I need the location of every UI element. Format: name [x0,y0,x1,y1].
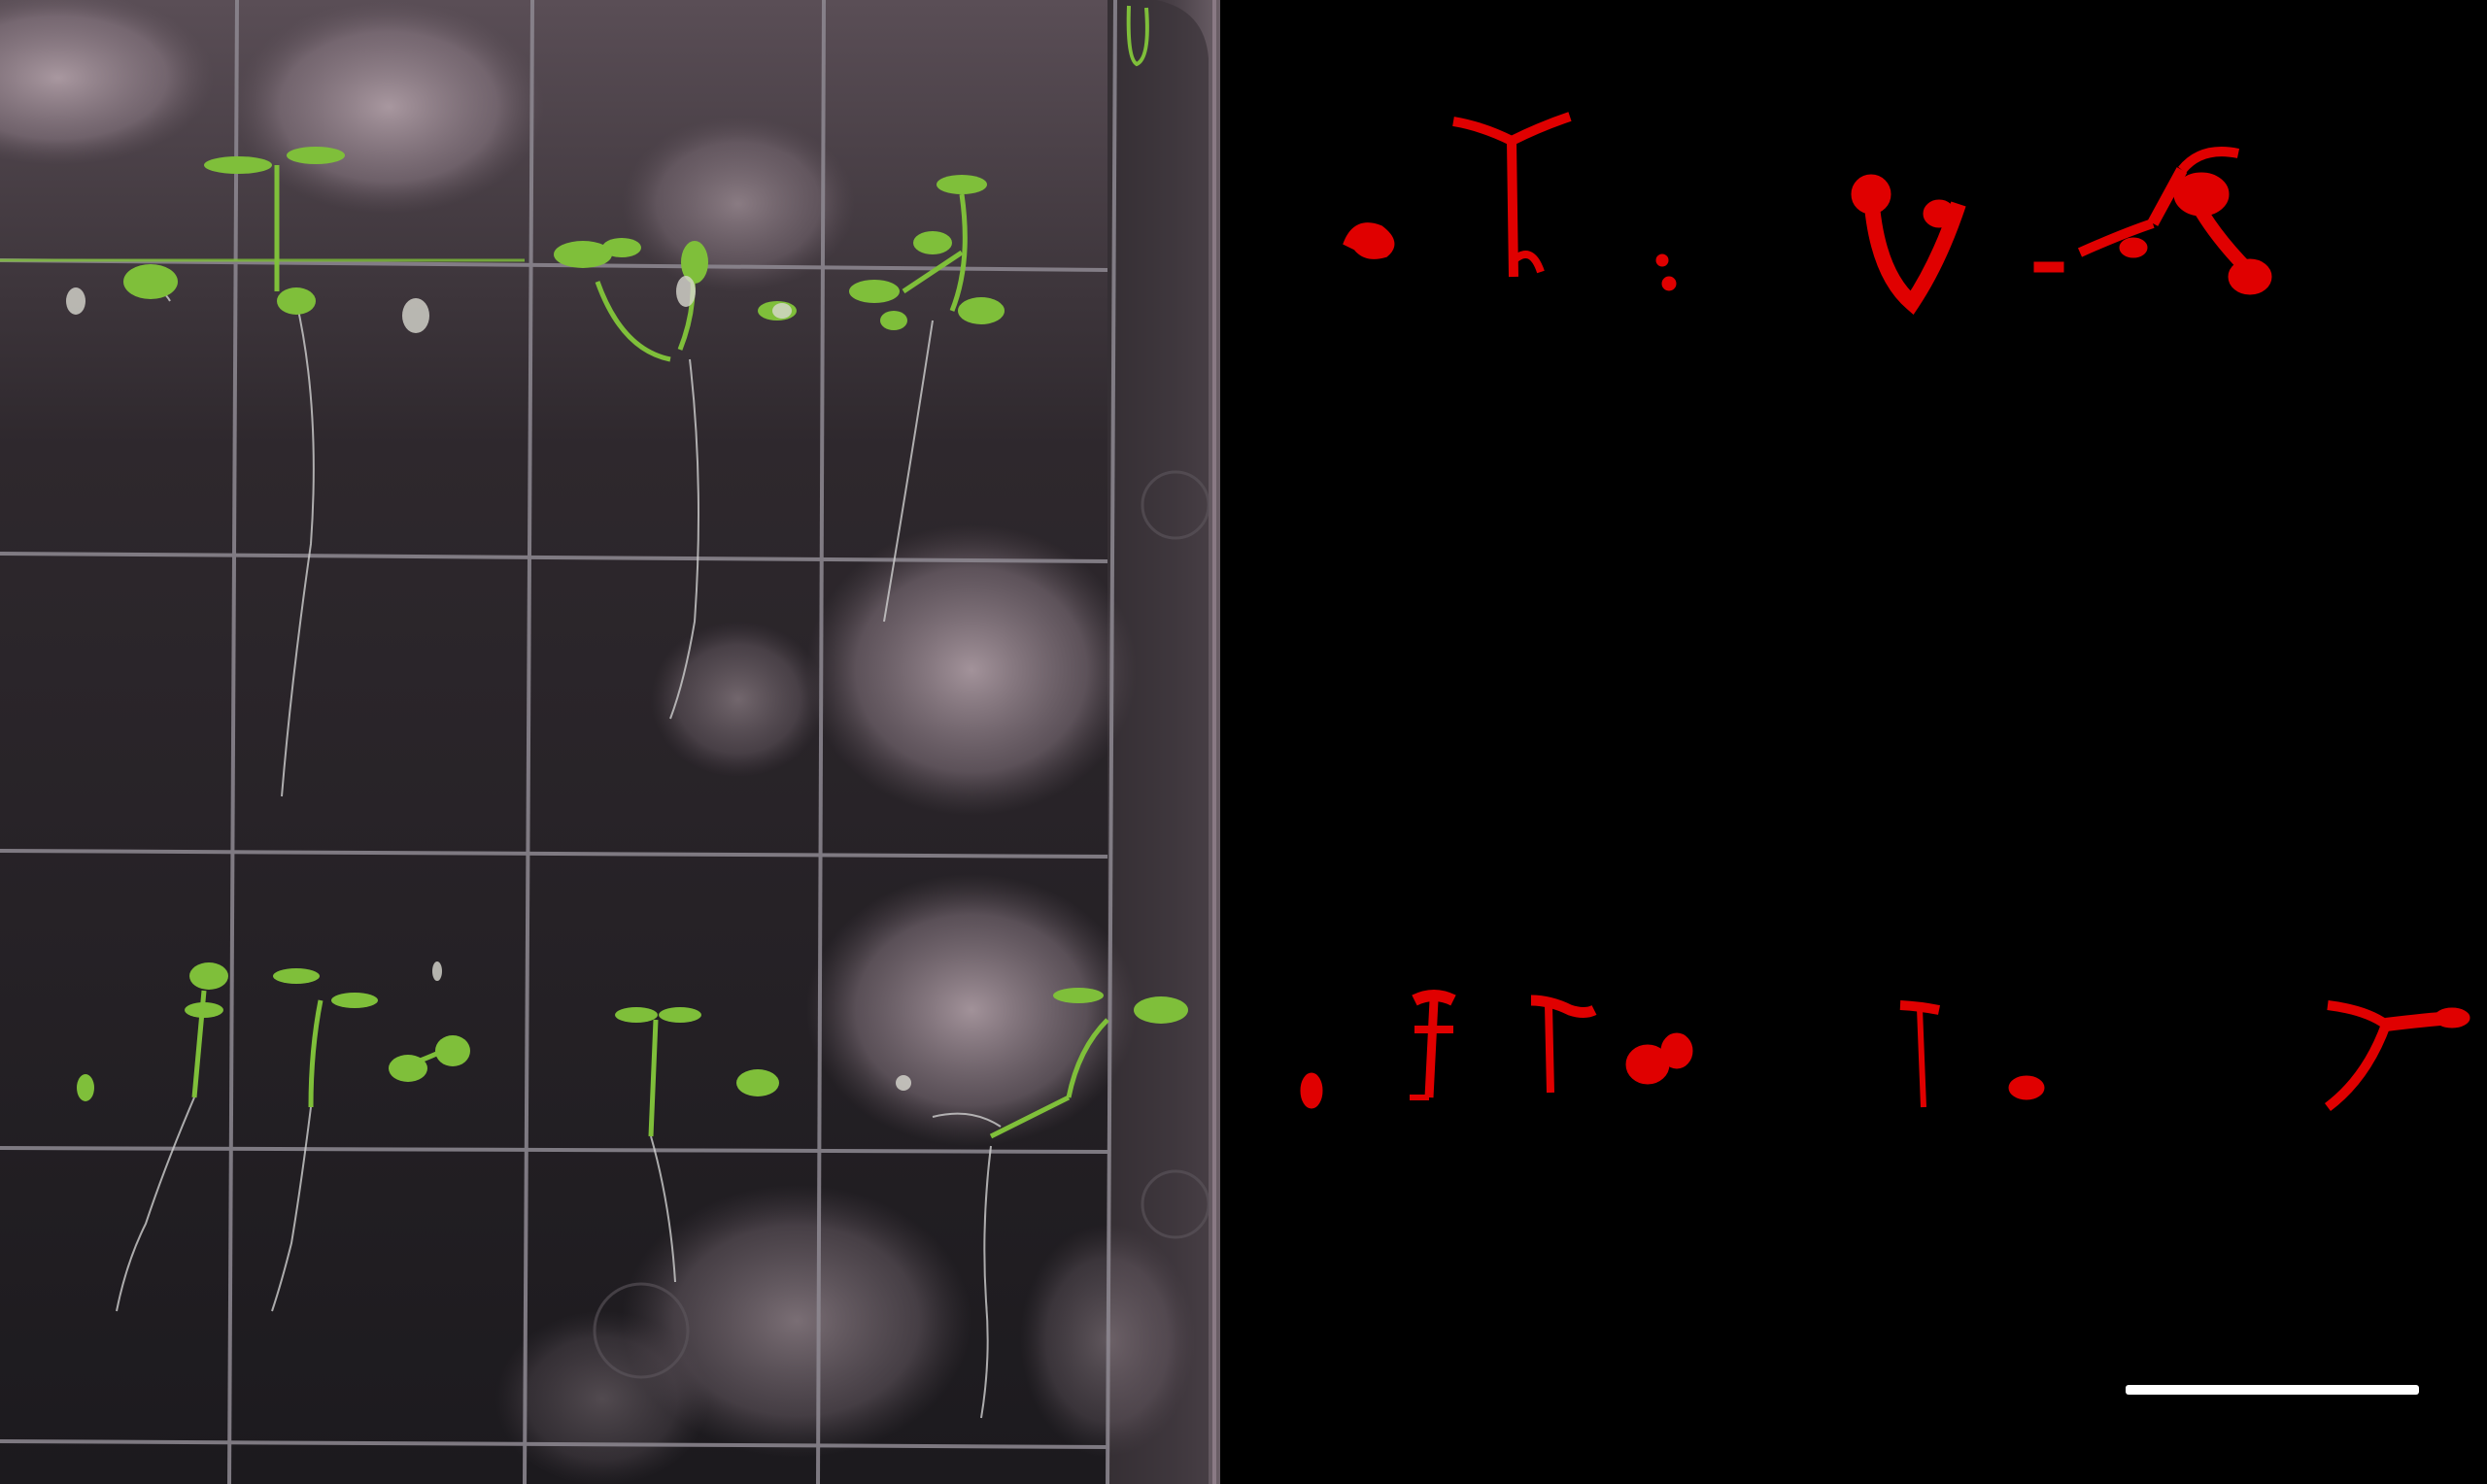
plate-corner-tab [1126,5,1149,67]
segmentation-mask-panel [1220,0,2487,1484]
segmentation-mask [1220,0,2487,1484]
plate-marks [593,470,1210,1379]
mask-background [1220,0,2487,1484]
plate-grid [0,0,1117,1484]
mask-segments-bottom [1300,990,2470,1111]
plate-photo-panel [0,0,1220,1484]
seedlings-bottom-row [77,961,1188,1419]
mask-segments-top [1343,112,2272,315]
light-glare [0,0,1195,1484]
plate-photo [0,0,1220,1484]
scale-bar [2126,1385,2419,1395]
seedlings-top-row [66,147,1005,797]
plate-rim-curve [1107,0,1209,1484]
